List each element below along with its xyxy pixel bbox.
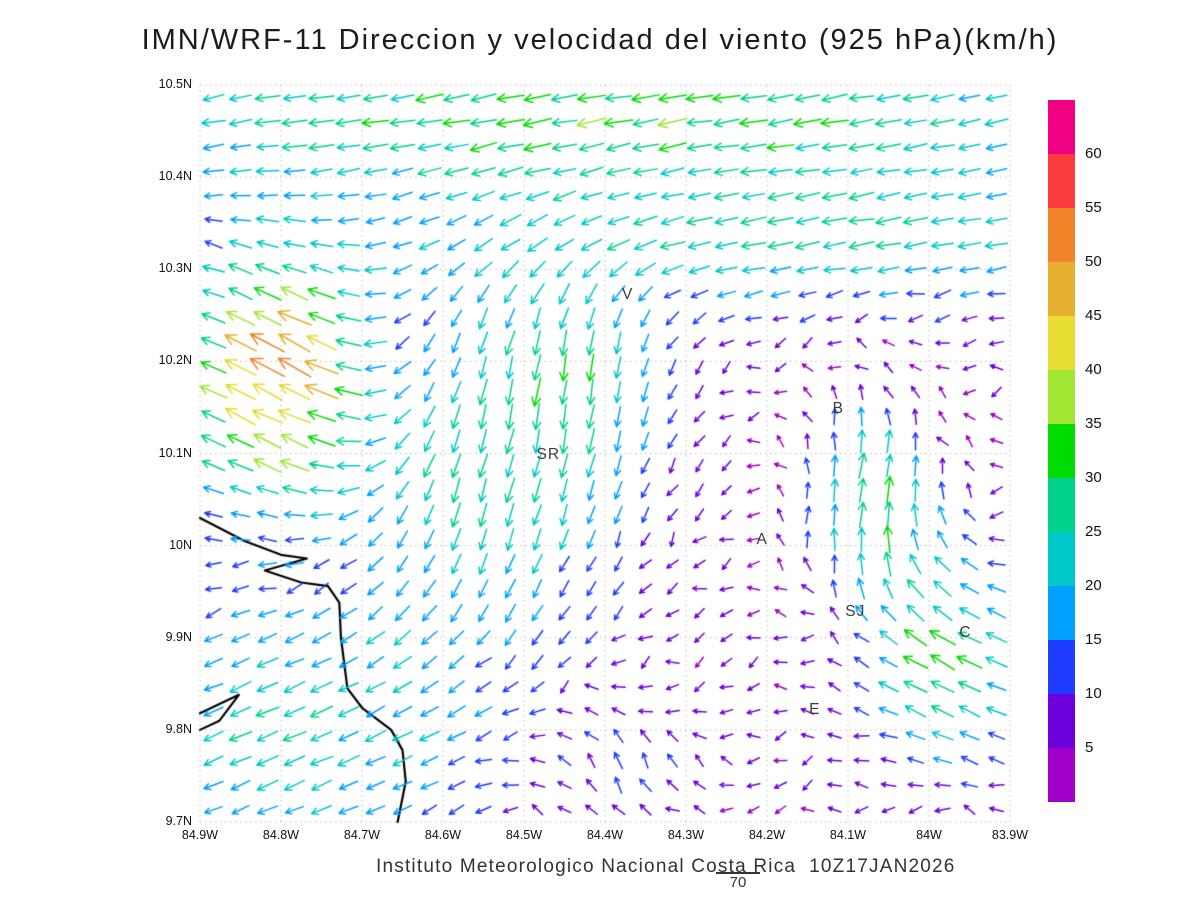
lat-tick-label: 10.5N	[158, 77, 192, 91]
colorbar-label: 30	[1085, 469, 1102, 486]
colorbar-label: 20	[1085, 577, 1102, 594]
station-label: SR	[536, 446, 561, 464]
colorbar-segment	[1048, 370, 1075, 424]
station-label: SJ	[845, 602, 866, 620]
footer-extra: 70	[729, 874, 747, 891]
lat-tick-label: 10.2N	[158, 353, 192, 368]
lon-tick-label: 84.3W	[667, 828, 705, 842]
lat-tick-label: 10.3N	[158, 261, 192, 276]
colorbar-segment	[1048, 424, 1075, 478]
colorbar-segment	[1048, 478, 1075, 532]
colorbar-segment	[1048, 640, 1075, 694]
colorbar-label: 45	[1085, 307, 1102, 324]
colorbar-label: 50	[1085, 253, 1102, 270]
station-label: C	[959, 624, 972, 642]
lat-tick-label: 9.7N	[165, 814, 192, 828]
station-label: A	[756, 531, 768, 549]
colorbar-segment	[1048, 208, 1075, 262]
lat-tick-label: 10.4N	[158, 169, 192, 184]
colorbar-label: 10	[1085, 685, 1102, 702]
lon-tick-label: 84.4W	[586, 828, 624, 842]
colorbar-label: 5	[1085, 739, 1094, 756]
colorbar-label: 40	[1085, 361, 1102, 378]
colorbar-label: 25	[1085, 523, 1102, 540]
lat-tick-label: 10.1N	[158, 445, 192, 460]
colorbar-label: 15	[1085, 631, 1102, 648]
station-label: V	[622, 286, 634, 304]
colorbar-label: 55	[1085, 199, 1102, 216]
lon-tick-label: 84.9W	[181, 828, 219, 842]
colorbar-label: 60	[1085, 145, 1102, 162]
lat-tick-label: 9.9N	[165, 629, 192, 644]
lon-tick-label: 84.1W	[829, 828, 867, 842]
colorbar-segment	[1048, 748, 1075, 802]
colorbar-segment	[1048, 316, 1075, 370]
lat-tick-label: 10N	[169, 537, 192, 552]
footer-underline	[716, 872, 760, 874]
lon-tick-label: 84.7W	[343, 828, 381, 842]
colorbar-segment	[1048, 154, 1075, 208]
station-label: B	[832, 400, 844, 418]
colorbar-segment	[1048, 694, 1075, 748]
lon-tick-label: 84.5W	[505, 828, 543, 842]
colorbar-label: 35	[1085, 415, 1102, 432]
colorbar-segment	[1048, 100, 1075, 154]
station-label: E	[809, 700, 821, 718]
colorbar-segment	[1048, 262, 1075, 316]
lon-tick-label: 84.2W	[748, 828, 786, 842]
lon-tick-label: 83.9W	[991, 828, 1029, 842]
lon-tick-label: 84.8W	[262, 828, 300, 842]
colorbar-segment	[1048, 532, 1075, 586]
lat-tick-label: 9.8N	[165, 721, 192, 736]
footer-text: Instituto Meteorologico Nacional Costa R…	[376, 856, 956, 877]
lon-tick-label: 84W	[916, 828, 942, 842]
lon-tick-label: 84.6W	[424, 828, 462, 842]
colorbar-segment	[1048, 586, 1075, 640]
